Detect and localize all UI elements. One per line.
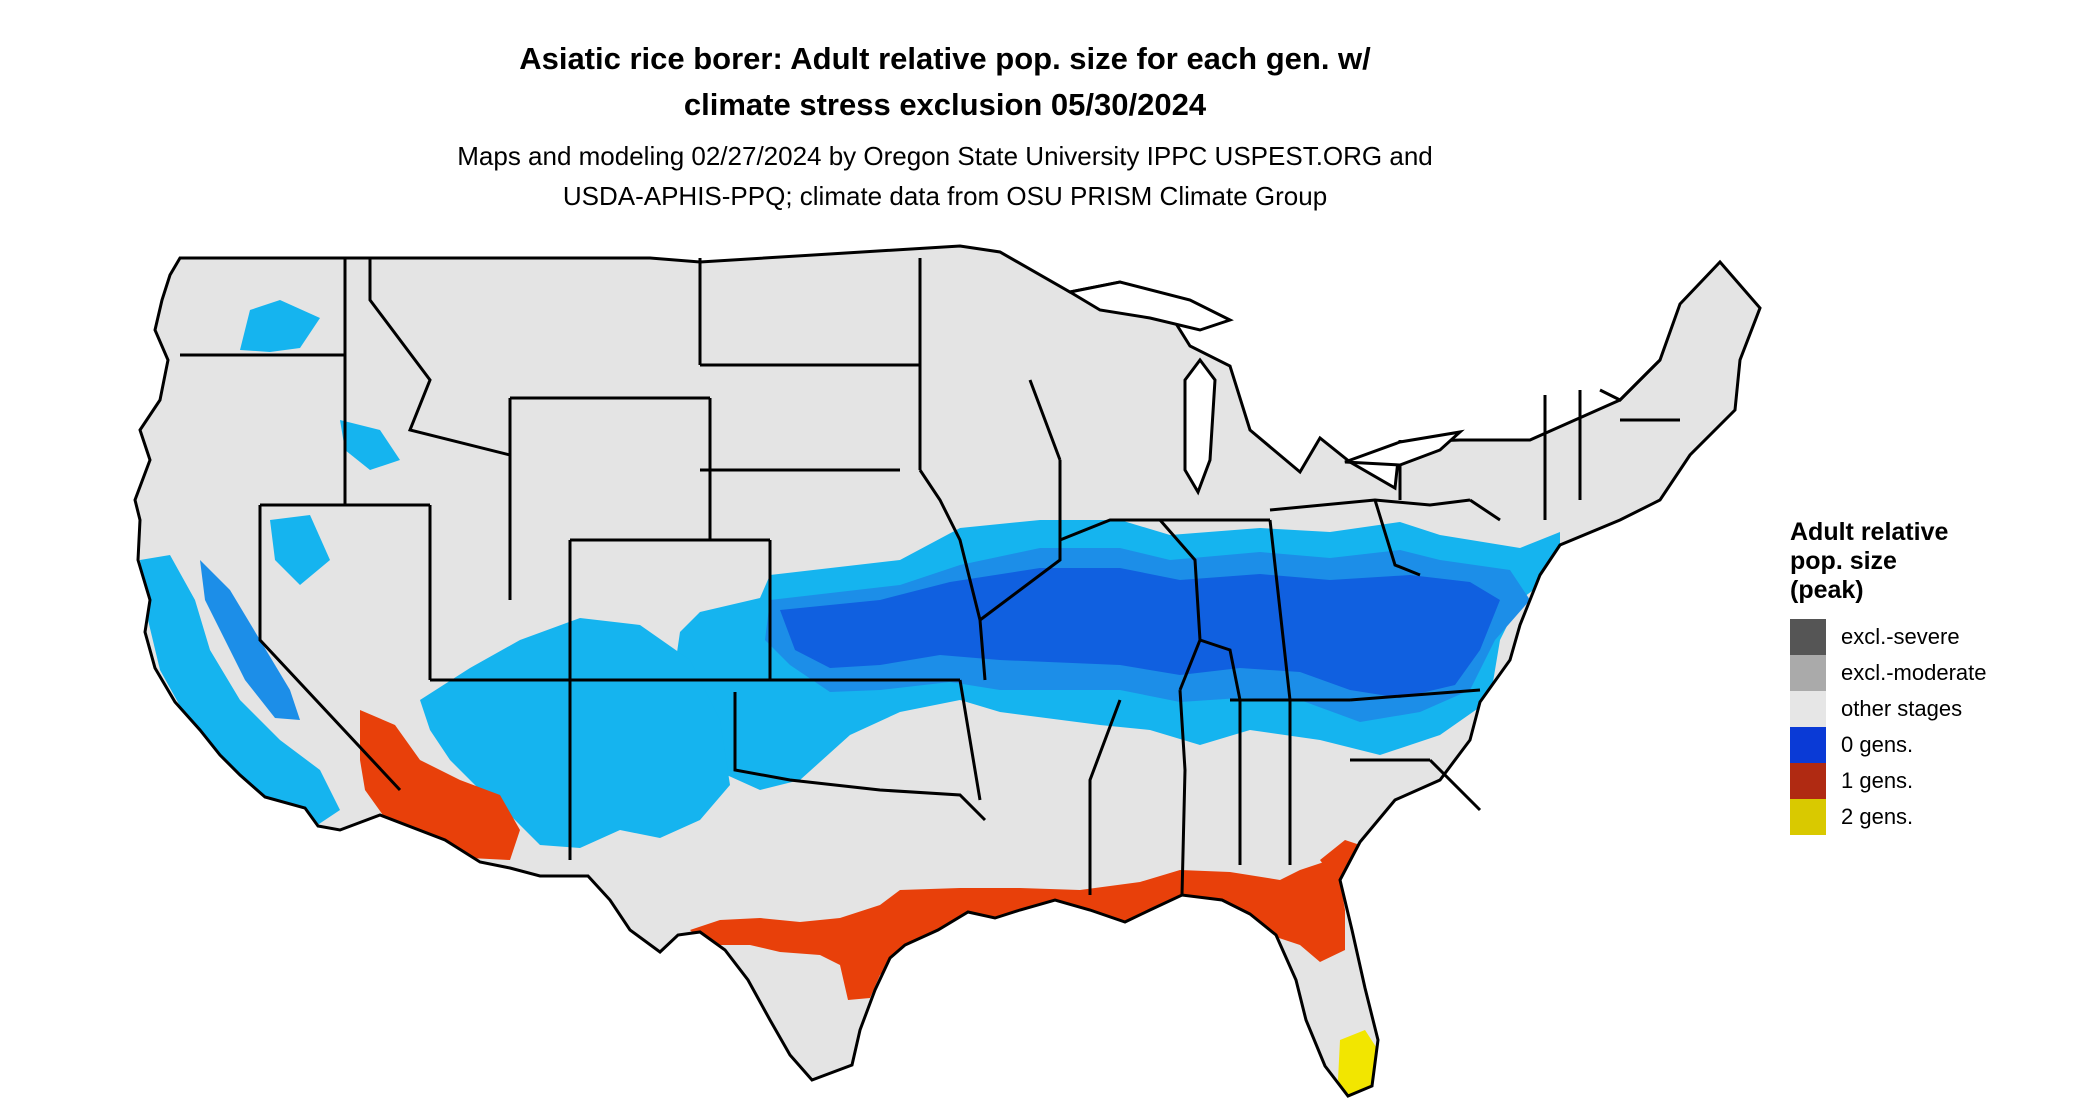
legend-item-1-gens: 1 gens. [1790,763,2050,799]
blue-california-valley [200,560,300,720]
legend-item-2-gens: 2 gens. [1790,799,2050,835]
legend-label: 0 gens. [1841,732,1914,757]
legend-label: excl.-moderate [1841,660,1987,685]
lake-superior [1065,280,1234,332]
legend-item-excl-moderate: excl.-moderate [1790,655,2050,691]
blue-band-southwest [420,618,730,848]
blue-west-coast [140,555,340,830]
map-subtitle: Maps and modeling 02/27/2024 by Oregon S… [0,136,1890,216]
legend-item-other-stages: other stages [1790,691,2050,727]
state-boundaries [133,244,1762,1098]
map-title-line-1: Asiatic rice borer: Adult relative pop. … [519,41,1371,76]
legend-item-0-gens: 0 gens. [1790,727,2050,763]
legend-item-excl-severe: excl.-severe [1790,619,2050,655]
blue-oregon-patch [340,420,400,470]
legend-swatch [1790,655,1826,691]
legend-label: other stages [1841,696,1963,721]
map-title-line-2: climate stress exclusion 05/30/2024 [683,87,1207,122]
population-layers [140,300,1560,1096]
legend-swatch [1790,619,1826,655]
legend-title-line-1: Adult relative [1790,518,1949,546]
legend-swatch [1790,691,1826,727]
blue-washington [240,300,320,352]
blue-band-dark [780,568,1500,698]
lake-michigan [1183,357,1217,496]
state-border-lines [180,258,1680,896]
legend-title: Adult relative pop. size (peak) [1790,518,2050,605]
yellow-south-florida [1338,1030,1378,1096]
map-subtitle-line-2: USDA-APHIS-PPQ; climate data from OSU PR… [562,181,1328,211]
legend-title-line-3: (peak) [1790,576,1864,604]
legend-swatch [1790,799,1826,835]
legend-swatch [1790,727,1826,763]
legend-title-line-2: pop. size [1790,547,1897,575]
map-subtitle-line-1: Maps and modeling 02/27/2024 by Oregon S… [457,141,1433,171]
legend-swatch [1790,763,1826,799]
map-title: Asiatic rice borer: Adult relative pop. … [0,36,1890,128]
legend-label: excl.-severe [1841,624,1960,649]
legend-label: 1 gens. [1841,768,1914,793]
legend: Adult relative pop. size (peak) excl.-se… [1790,518,2050,835]
lake-erie [1344,429,1465,467]
legend-label: 2 gens. [1841,804,1914,829]
blue-nevada-patch [270,515,330,585]
great-lakes [1065,280,1465,496]
